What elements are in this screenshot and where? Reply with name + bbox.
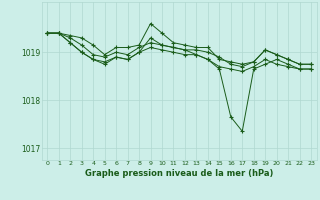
X-axis label: Graphe pression niveau de la mer (hPa): Graphe pression niveau de la mer (hPa) [85,169,273,178]
